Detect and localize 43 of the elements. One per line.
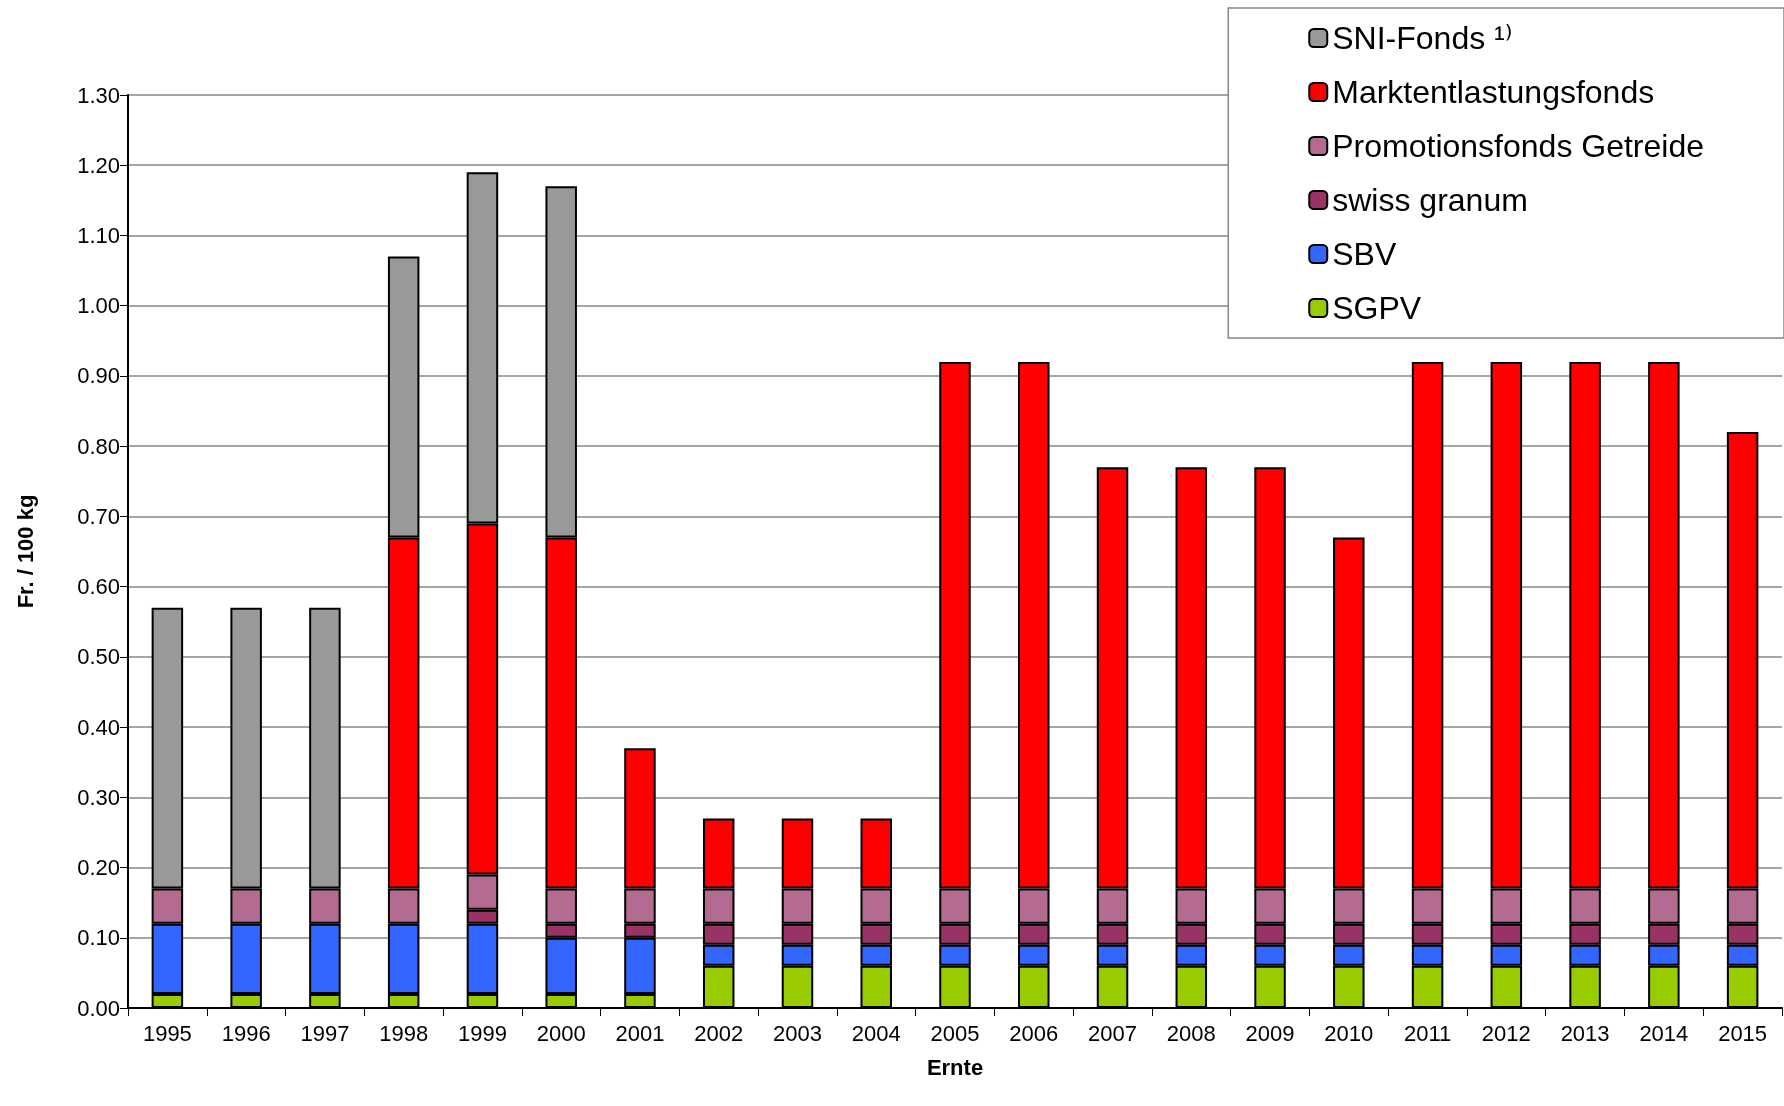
x-tick-label: 2001 [615,1020,665,1046]
y-tick-label: 1.00 [77,293,120,319]
x-tick-label: 2005 [930,1020,980,1046]
legend-label: Marktentlastungsfonds [1332,74,1655,110]
x-tick-label: 1995 [142,1020,192,1046]
x-tick-label: 2004 [851,1020,901,1046]
x-tick-label: 1998 [379,1020,429,1046]
x-tick-label: 1997 [300,1020,350,1046]
y-tick-label: 0.30 [77,784,120,810]
x-tick-label: 2013 [1560,1020,1610,1046]
y-tick-label: 0.40 [77,714,120,740]
y-tick-label: 0.00 [77,995,120,1021]
legend-label: swiss granum [1332,182,1528,218]
x-tick-label: 2003 [773,1020,822,1046]
legend-label: SNI-Fonds ¹⁾ [1332,20,1513,56]
legend-label: SGPV [1332,290,1422,326]
legend-label: Promotionsfonds Getreide [1332,128,1704,164]
x-tick-label: 2002 [694,1020,744,1046]
x-tick-label: 2011 [1403,1020,1452,1046]
y-tick-label: 0.80 [77,433,120,459]
x-tick-label: 2007 [1088,1020,1137,1046]
legend-label: SBV [1332,236,1397,272]
y-tick-label: 0.70 [77,503,120,529]
x-tick-label: 2012 [1481,1020,1531,1046]
x-tick-label: 1999 [457,1020,507,1046]
y-tick-label: 0.10 [77,925,120,951]
y-tick-label: 0.60 [77,574,120,600]
x-tick-label: 2015 [1718,1020,1768,1046]
x-tick-label: 2009 [1245,1020,1295,1046]
x-tick-label: 2006 [1009,1020,1059,1046]
x-tick-label: 1996 [221,1020,271,1046]
y-axis-title: Fr. / 100 kg [12,494,38,609]
x-tick-label: 2000 [536,1020,586,1046]
y-tick-label: 1.20 [77,152,120,178]
x-axis-title: Ernte [926,1054,984,1080]
y-tick-label: 1.10 [77,222,120,248]
y-tick-label: 0.90 [77,363,120,389]
x-tick-label: 2014 [1639,1020,1689,1046]
y-tick-label: 0.50 [77,644,120,670]
y-tick-label: 0.20 [77,855,120,881]
x-tick-label: 2008 [1166,1020,1216,1046]
x-tick-label: 2010 [1324,1020,1374,1046]
y-tick-label: 1.30 [77,82,120,108]
